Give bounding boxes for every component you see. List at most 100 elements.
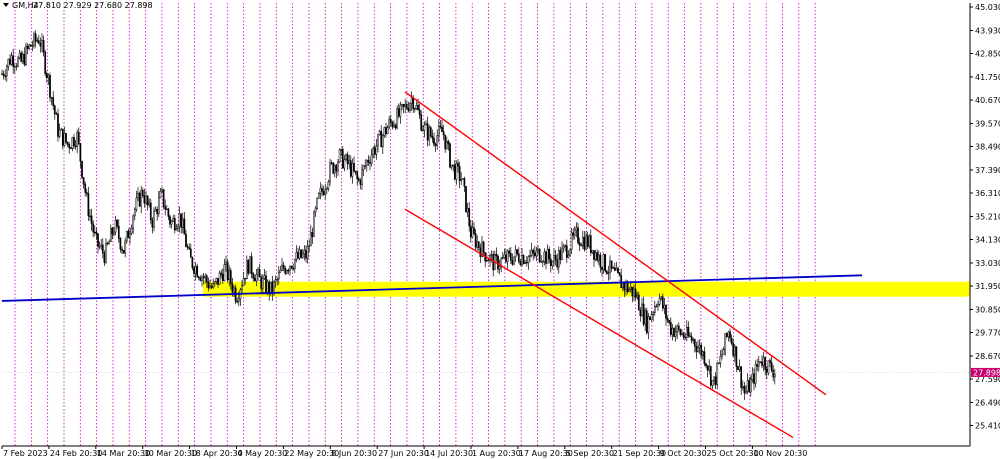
candle <box>601 266 603 277</box>
candle <box>556 253 559 271</box>
candle <box>60 127 63 131</box>
candle <box>68 142 71 154</box>
candle-body <box>108 241 111 245</box>
candle <box>61 128 64 150</box>
candle-body <box>519 261 522 265</box>
candle-body <box>116 219 119 227</box>
candle <box>748 377 751 393</box>
candle-body <box>47 75 50 78</box>
candle-body <box>471 227 474 238</box>
candle-body <box>629 286 632 290</box>
candle <box>471 220 474 238</box>
candle-body <box>669 322 672 335</box>
candle-body <box>193 267 195 274</box>
candle-body <box>437 125 440 136</box>
candle <box>521 248 523 267</box>
ohlc-values: 27.810 27.929 27.680 27.898 <box>33 1 153 10</box>
candle-body <box>282 264 285 269</box>
candle-body <box>530 249 533 256</box>
channel-lower-line[interactable] <box>404 208 794 439</box>
candle <box>157 190 160 218</box>
candle-body <box>516 249 519 254</box>
candle-body <box>233 287 235 293</box>
candle-body <box>602 254 605 270</box>
candle <box>450 164 453 170</box>
candle-body <box>69 147 72 149</box>
candle-body <box>266 281 269 293</box>
candle <box>511 253 514 266</box>
candle-body <box>146 195 149 206</box>
candle-body <box>677 325 680 330</box>
candle-body <box>636 294 639 298</box>
candle-body <box>298 249 301 259</box>
candle <box>282 261 285 272</box>
candle <box>692 337 695 344</box>
candle-body <box>90 215 93 225</box>
candle <box>554 249 557 266</box>
candle <box>301 249 304 259</box>
candle-body <box>122 250 125 254</box>
candle-body <box>60 128 63 131</box>
channel-upper-line[interactable] <box>404 91 827 396</box>
candle <box>383 126 386 138</box>
candle <box>530 242 533 258</box>
candle <box>599 252 602 273</box>
candle <box>119 237 122 253</box>
drawn-lines-group[interactable] <box>1 91 970 439</box>
price-tick-label: 27.590 <box>975 375 1000 384</box>
candle <box>186 243 189 250</box>
candle <box>77 127 80 146</box>
candle-body <box>410 97 413 104</box>
candle <box>508 247 511 258</box>
candle <box>189 243 192 258</box>
candle <box>372 146 375 159</box>
candle-body <box>161 189 163 192</box>
candle <box>452 164 455 172</box>
candle-body <box>561 247 563 260</box>
candle-body <box>156 208 159 215</box>
candle-body <box>562 245 565 249</box>
candle-body <box>284 268 287 274</box>
candle-body <box>42 40 45 53</box>
candle-body <box>217 277 219 285</box>
candle <box>524 260 527 265</box>
candle <box>647 312 650 340</box>
candle-body <box>74 145 77 147</box>
candle <box>44 49 47 77</box>
candle-body <box>138 192 141 207</box>
candle-body <box>644 310 647 325</box>
candle-body <box>354 170 357 173</box>
candle <box>572 227 575 240</box>
support-zone-rect[interactable] <box>203 281 970 297</box>
candle <box>410 91 413 111</box>
candle <box>279 265 282 273</box>
candle <box>346 151 349 170</box>
candle <box>116 218 119 229</box>
candle-body <box>327 181 330 189</box>
candle <box>418 103 421 119</box>
candle <box>250 252 253 279</box>
candle <box>613 262 616 272</box>
candle <box>316 197 319 210</box>
candle <box>434 142 437 153</box>
candle <box>449 142 451 169</box>
candle-body <box>730 337 733 344</box>
candle-body <box>751 373 754 380</box>
candle-body <box>413 108 416 110</box>
candle-body <box>647 316 650 333</box>
candle <box>317 192 320 199</box>
candle-body <box>322 191 325 195</box>
candle-body <box>95 231 98 234</box>
candle <box>684 332 687 341</box>
candle-body <box>439 125 442 128</box>
candle-body <box>732 343 735 356</box>
candle-body <box>559 250 562 260</box>
candle-body <box>575 227 578 231</box>
chart-menu-triangle-icon[interactable] <box>3 3 9 7</box>
candle <box>426 116 429 147</box>
candles-group <box>1 30 776 401</box>
candle-body <box>101 244 104 254</box>
blue-trendline[interactable] <box>1 274 863 302</box>
